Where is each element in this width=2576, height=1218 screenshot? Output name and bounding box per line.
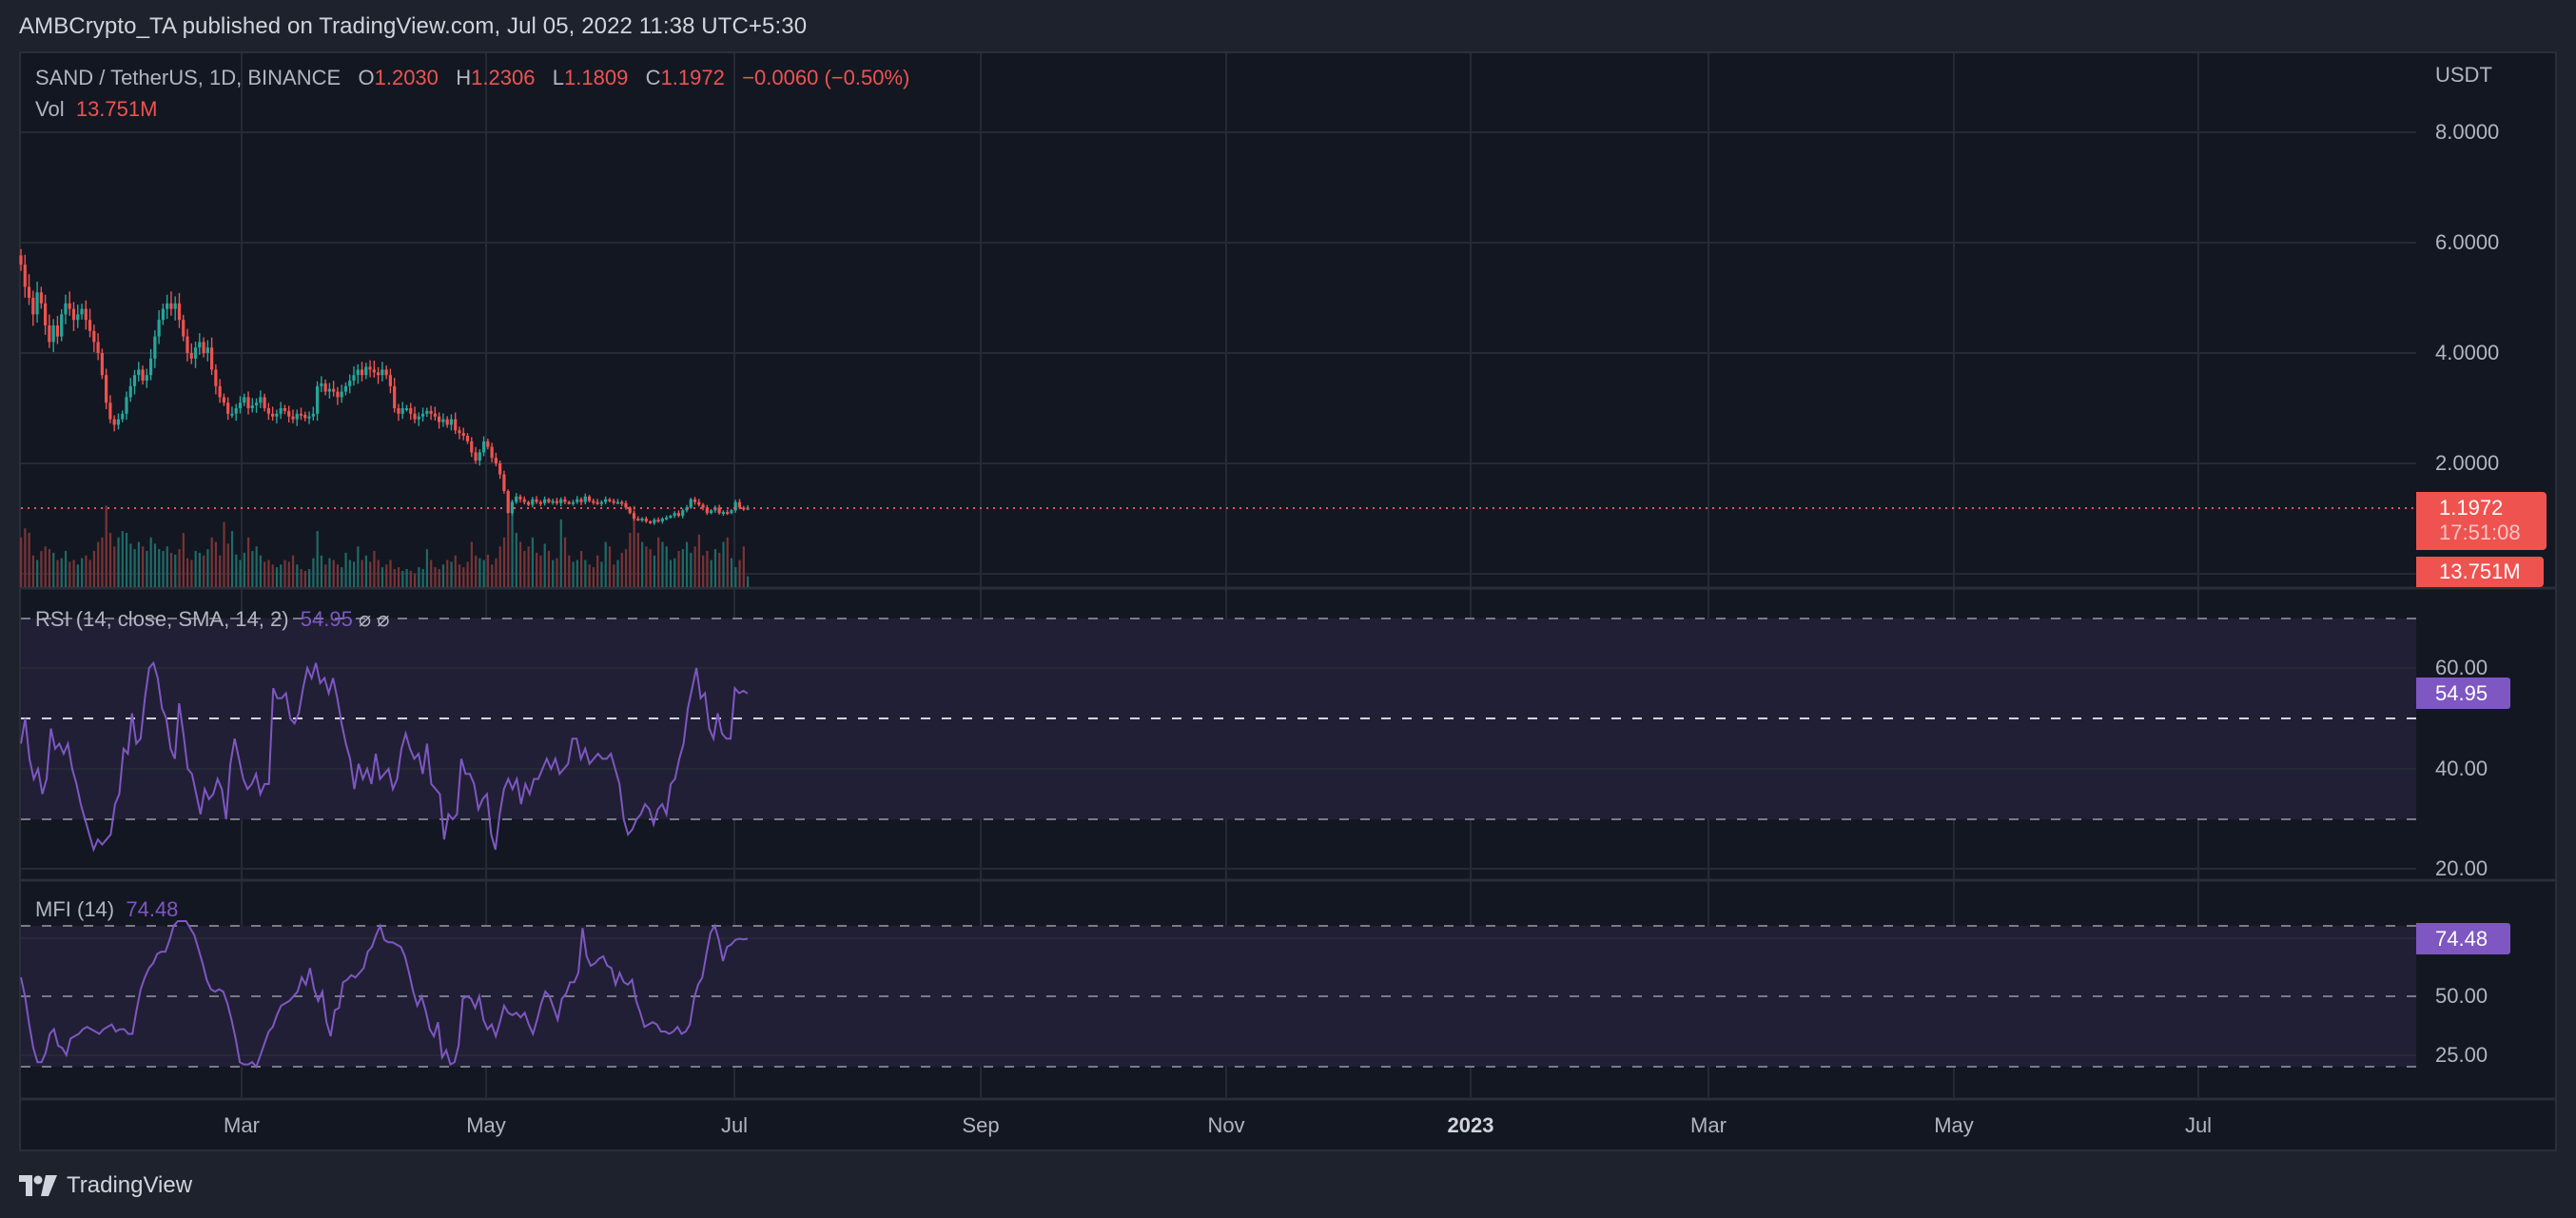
price-tick: 2.0000 xyxy=(2435,451,2500,475)
change-value: −0.0060 (−0.50%) xyxy=(742,66,910,89)
time-axis-label: Jul xyxy=(2184,1113,2213,1137)
low-label: L xyxy=(552,66,565,89)
close-value: 1.1972 xyxy=(660,66,725,89)
time-axis-label: Mar xyxy=(1690,1113,1727,1137)
volume-legend: Vol 13.751M xyxy=(35,97,157,122)
high-label: H xyxy=(456,66,472,89)
last-price-value: 1.1972 xyxy=(2439,496,2504,520)
symbol-title: SAND / TetherUS, 1D, BINANCE xyxy=(35,66,342,89)
price-tick: 6.0000 xyxy=(2435,230,2500,254)
volume-label: Vol xyxy=(35,97,65,121)
time-axis-label: May xyxy=(1934,1113,1974,1137)
mfi-value: 74.48 xyxy=(126,897,179,921)
price-tick: 8.0000 xyxy=(2435,120,2500,144)
published-line: AMBCrypto_TA published on TradingView.co… xyxy=(19,13,808,39)
bar-countdown: 17:51:08 xyxy=(2439,521,2521,544)
time-axis-label: Jul xyxy=(720,1113,749,1137)
open-value: 1.2030 xyxy=(374,66,439,89)
rsi-value: 54.95 xyxy=(300,607,353,631)
high-value: 1.2306 xyxy=(471,66,536,89)
close-label: C xyxy=(645,66,661,89)
tradingview-logo-icon xyxy=(19,1175,57,1196)
time-axis-label: Nov xyxy=(1207,1113,1245,1137)
mfi-tick: 25.00 xyxy=(2435,1043,2488,1067)
volume-tag: 13.751M xyxy=(2416,557,2544,587)
rsi-na-values: ⌀ ⌀ xyxy=(358,607,390,631)
symbol-legend: SAND / TetherUS, 1D, BINANCE O1.2030 H1.… xyxy=(35,66,909,90)
mfi-legend: MFI (14) 74.48 xyxy=(35,897,178,922)
time-axis-label: May xyxy=(466,1113,506,1137)
rsi-legend: RSI (14, close, SMA, 14, 2) 54.95 ⌀ ⌀ xyxy=(35,607,389,632)
rsi-value-tag: 54.95 xyxy=(2416,678,2510,709)
mfi-value-tag: 74.48 xyxy=(2416,923,2510,954)
low-value: 1.1809 xyxy=(564,66,629,89)
time-axis-label: Mar xyxy=(224,1113,260,1137)
tradingview-wordmark: TradingView xyxy=(67,1172,193,1198)
rsi-title: RSI (14, close, SMA, 14, 2) xyxy=(35,607,289,631)
open-label: O xyxy=(358,66,375,89)
rsi-tick: 20.00 xyxy=(2435,856,2488,880)
rsi-tick: 40.00 xyxy=(2435,756,2488,780)
last-price-tag: 1.1972 17:51:08 xyxy=(2416,492,2547,550)
price-tick: 4.0000 xyxy=(2435,341,2500,364)
volume-value: 13.751M xyxy=(75,97,158,121)
mfi-tick: 50.00 xyxy=(2435,984,2488,1008)
mfi-title: MFI (14) xyxy=(35,897,115,921)
time-axis-label: Sep xyxy=(962,1113,1000,1137)
tradingview-brand[interactable]: TradingView xyxy=(19,1172,192,1199)
rsi-tick: 60.00 xyxy=(2435,656,2488,679)
currency-label: USDT xyxy=(2435,63,2492,87)
time-axis-label: 2023 xyxy=(1447,1113,1494,1137)
